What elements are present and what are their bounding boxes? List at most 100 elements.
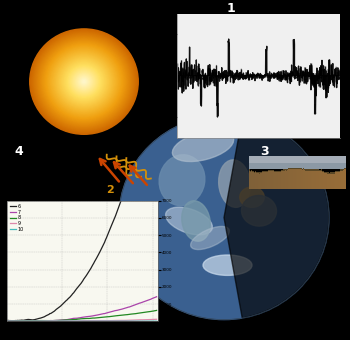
7 <box>154 295 159 299</box>
7 <box>20 319 24 323</box>
Circle shape <box>63 62 105 102</box>
Circle shape <box>78 76 90 87</box>
Circle shape <box>80 78 88 85</box>
Circle shape <box>48 47 120 117</box>
Circle shape <box>35 34 133 129</box>
Circle shape <box>34 33 134 130</box>
6 <box>20 318 24 322</box>
Circle shape <box>78 75 90 88</box>
Circle shape <box>41 39 127 124</box>
6 <box>9 319 14 323</box>
Circle shape <box>37 36 131 127</box>
Circle shape <box>61 59 107 104</box>
Circle shape <box>71 69 97 94</box>
Circle shape <box>49 47 119 116</box>
9 <box>5 319 9 323</box>
Circle shape <box>76 74 92 89</box>
Line: 8: 8 <box>7 310 156 321</box>
Line: 6: 6 <box>7 78 156 321</box>
Line: 9: 9 <box>7 319 156 321</box>
Ellipse shape <box>203 255 252 275</box>
9 <box>20 319 24 323</box>
Circle shape <box>39 38 129 125</box>
Circle shape <box>75 73 93 90</box>
Circle shape <box>56 54 112 109</box>
Circle shape <box>46 45 122 119</box>
7 <box>19 319 23 323</box>
Circle shape <box>64 62 104 101</box>
Text: 2: 2 <box>106 185 114 195</box>
Circle shape <box>50 49 118 114</box>
6 <box>122 191 126 196</box>
Circle shape <box>52 51 116 112</box>
Ellipse shape <box>219 160 250 207</box>
Circle shape <box>47 46 121 118</box>
Circle shape <box>65 63 103 100</box>
Circle shape <box>40 38 128 125</box>
10 <box>20 319 24 323</box>
Title: 5: 5 <box>80 193 84 200</box>
8 <box>122 313 126 317</box>
Ellipse shape <box>166 207 212 235</box>
7 <box>122 307 126 311</box>
8 <box>5 319 9 323</box>
Circle shape <box>58 56 110 107</box>
Line: 7: 7 <box>7 297 156 321</box>
10 <box>121 319 125 323</box>
Circle shape <box>31 30 137 133</box>
8 <box>10 319 15 323</box>
Legend: 6, 7, 8, 9, 10: 6, 7, 8, 9, 10 <box>9 203 25 233</box>
Circle shape <box>42 41 126 122</box>
Circle shape <box>61 59 107 104</box>
6 <box>61 302 65 306</box>
Circle shape <box>82 80 86 83</box>
Circle shape <box>69 67 99 97</box>
Circle shape <box>70 68 98 95</box>
Text: 3: 3 <box>260 145 268 158</box>
6 <box>5 318 9 322</box>
Circle shape <box>36 35 132 128</box>
Ellipse shape <box>241 195 276 226</box>
Ellipse shape <box>172 131 234 162</box>
Circle shape <box>70 68 98 96</box>
10 <box>5 319 9 323</box>
Circle shape <box>77 74 91 89</box>
Circle shape <box>83 81 85 83</box>
Circle shape <box>67 65 101 98</box>
8 <box>6 319 10 323</box>
Circle shape <box>55 53 113 110</box>
Ellipse shape <box>240 187 264 207</box>
9 <box>106 319 110 323</box>
Circle shape <box>74 72 94 91</box>
7 <box>61 318 65 322</box>
7 <box>5 319 9 323</box>
Circle shape <box>59 57 109 106</box>
Circle shape <box>30 29 138 134</box>
Circle shape <box>38 37 130 126</box>
10 <box>106 319 110 323</box>
7 <box>23 319 27 323</box>
8 <box>61 318 65 322</box>
9 <box>121 318 125 322</box>
Circle shape <box>50 48 118 115</box>
Text: 4: 4 <box>15 145 24 158</box>
6 <box>23 318 27 322</box>
Circle shape <box>81 79 87 84</box>
6 <box>154 76 159 80</box>
Circle shape <box>66 64 102 99</box>
Circle shape <box>72 70 96 93</box>
Circle shape <box>32 31 136 133</box>
9 <box>154 317 159 321</box>
Circle shape <box>33 32 135 132</box>
Circle shape <box>119 116 329 320</box>
Circle shape <box>73 71 95 92</box>
9 <box>22 319 27 323</box>
8 <box>107 314 111 319</box>
Wedge shape <box>224 117 329 318</box>
6 <box>107 229 111 233</box>
Text: 1: 1 <box>227 2 235 15</box>
6 <box>12 319 16 323</box>
7 <box>107 310 111 314</box>
Circle shape <box>44 43 124 120</box>
8 <box>23 319 27 323</box>
